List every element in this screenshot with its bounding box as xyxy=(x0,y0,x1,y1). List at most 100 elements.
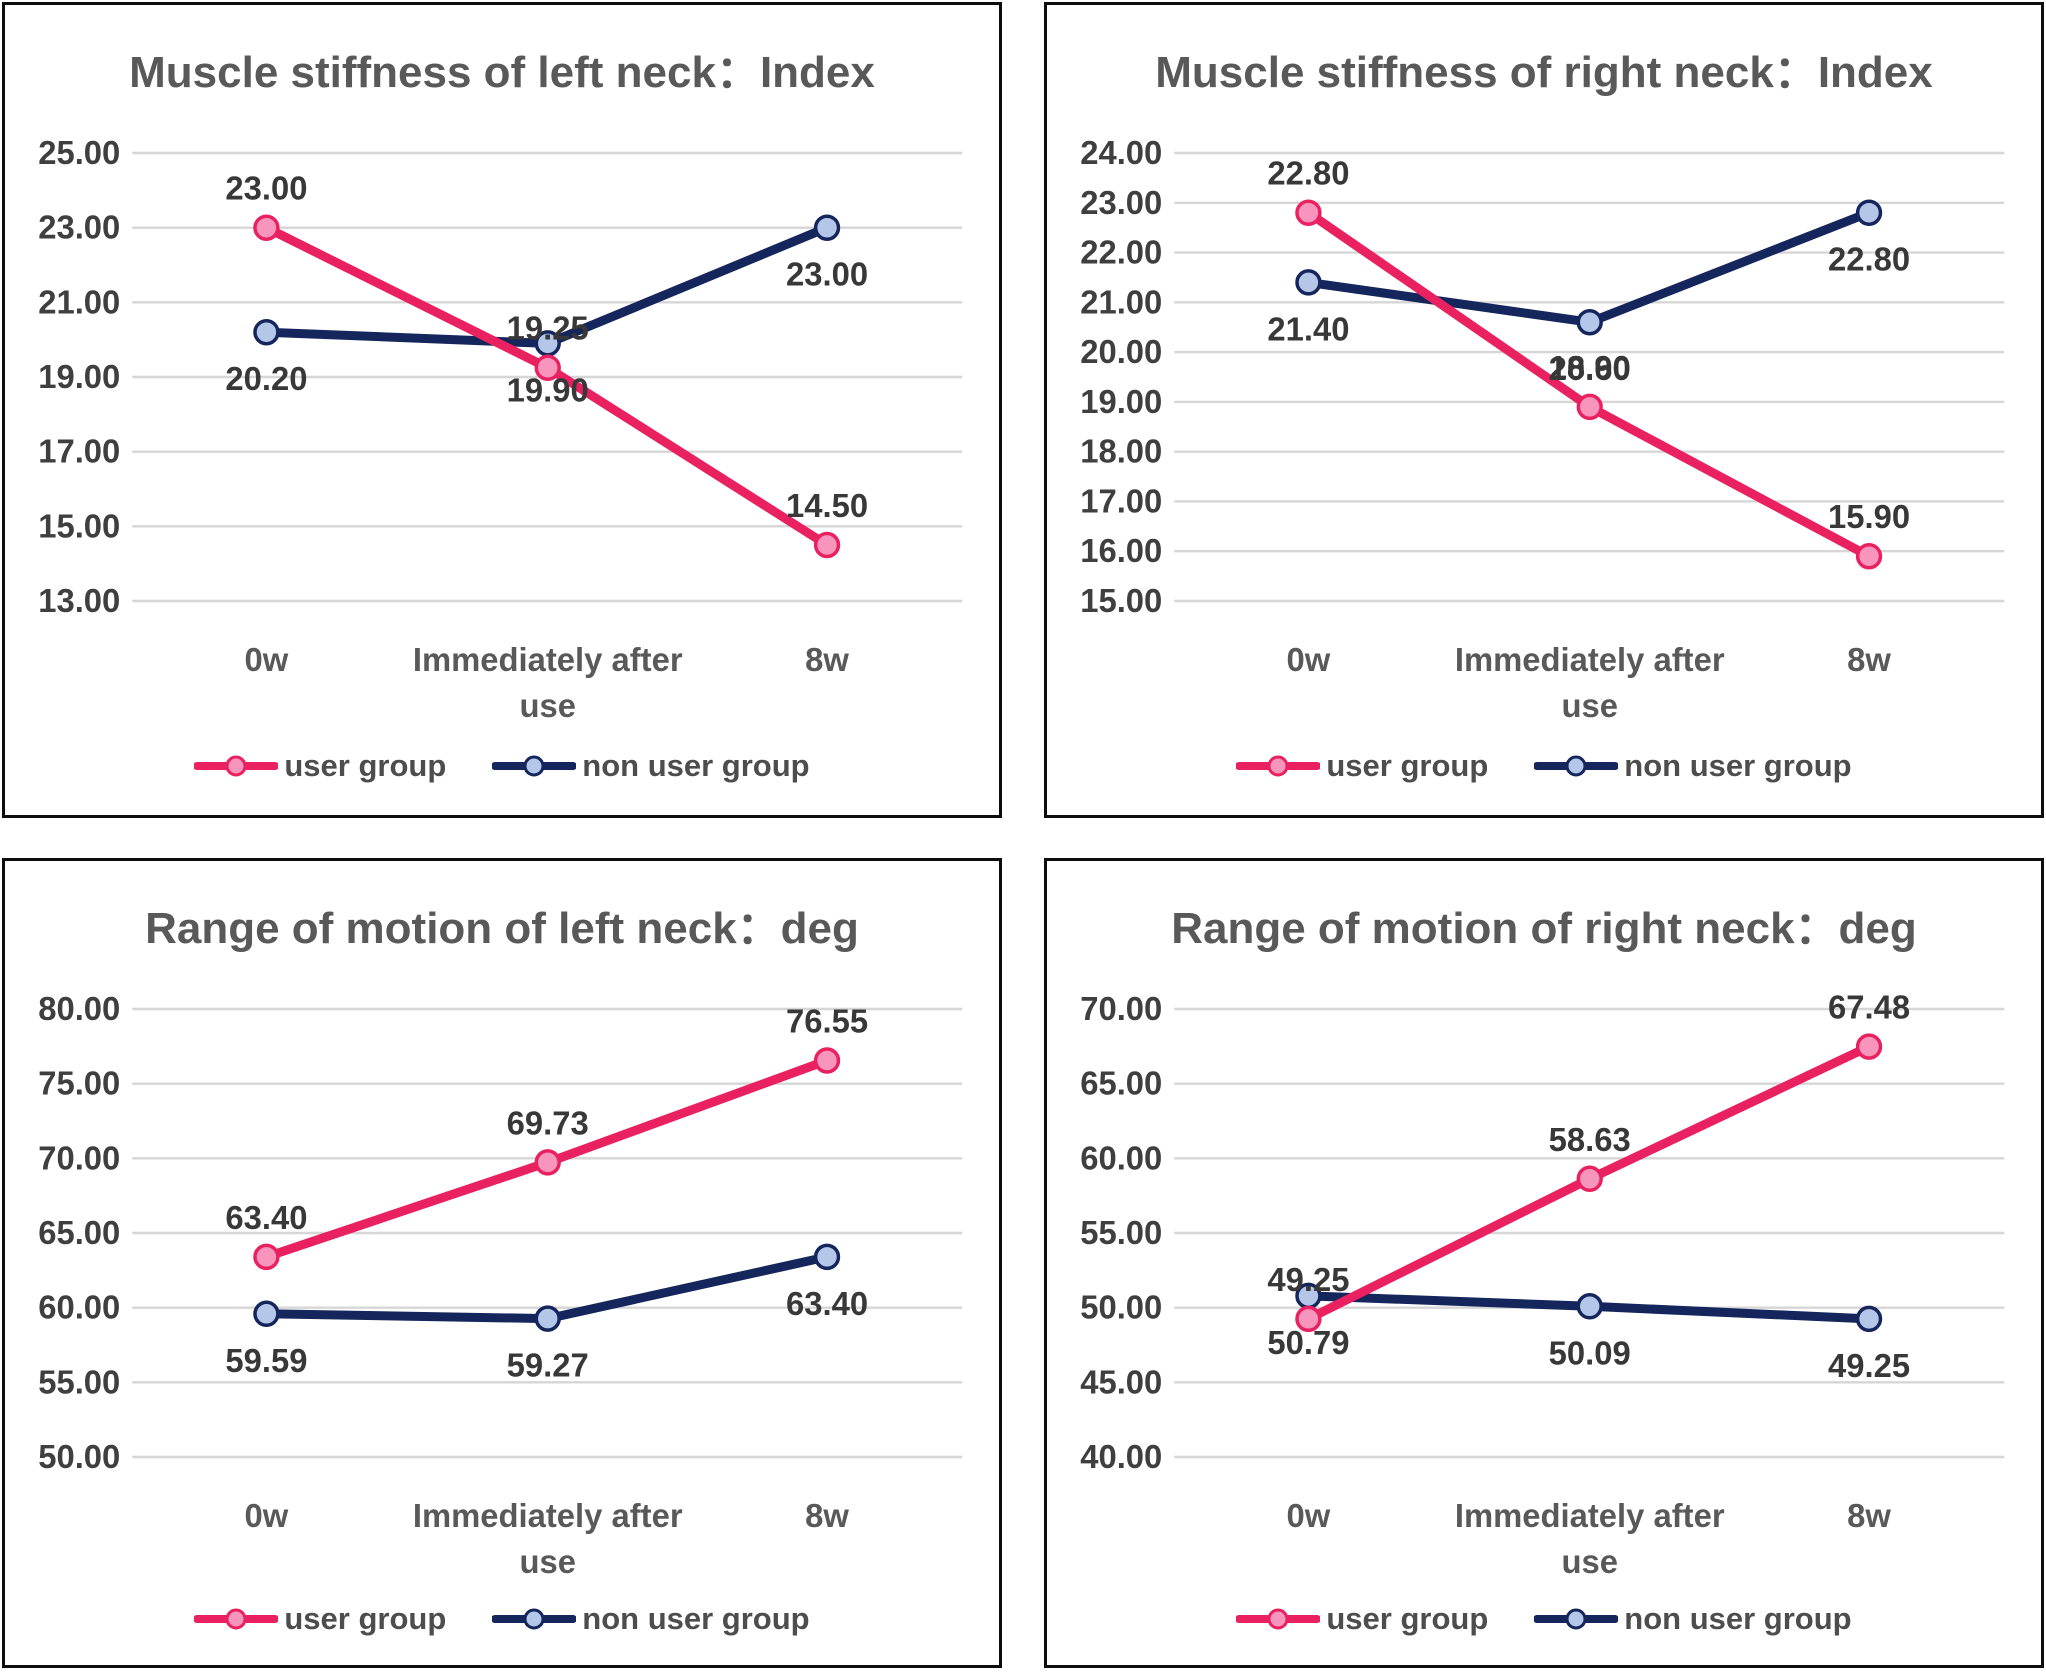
x-axis-label: Immediately after xyxy=(1455,641,1725,678)
y-tick-label: 23.00 xyxy=(1080,184,1162,221)
y-tick-label: 13.00 xyxy=(38,582,120,619)
non-user-group-legend-marker-icon xyxy=(1534,755,1619,777)
non-user-group-marker xyxy=(1576,1293,1603,1320)
data-label: 63.40 xyxy=(225,1199,307,1236)
chart-title: Muscle stiffness of right neck：Index xyxy=(1155,48,1933,97)
y-tick-label: 18.00 xyxy=(1080,433,1162,470)
data-label: 49.25 xyxy=(1267,1261,1349,1298)
y-tick-label: 17.00 xyxy=(1080,482,1162,519)
y-tick-label: 75.00 xyxy=(38,1065,120,1102)
data-label: 23.00 xyxy=(786,256,868,293)
legend-dot-icon xyxy=(523,755,545,777)
chart-legend: user group non user group xyxy=(1047,1587,2041,1665)
y-tick-label: 60.00 xyxy=(38,1289,120,1326)
x-axis-label: use xyxy=(519,687,576,724)
legend-item-non-user-group: non user group xyxy=(1534,748,1852,784)
plot-area: 70.00 65.00 60.00 55.00 50.00 45.00 40.00 49.25… xyxy=(1080,989,2005,1580)
data-label: 14.50 xyxy=(786,487,868,524)
y-tick-label: 15.00 xyxy=(38,507,120,544)
legend-dot-icon xyxy=(1565,1608,1587,1630)
chart-panel: Muscle stiffness of left neck：Index 25.00… xyxy=(2,2,1002,818)
non-user-group-legend-marker-icon xyxy=(492,1608,577,1630)
user-group-marker xyxy=(534,1149,561,1176)
legend-label: non user group xyxy=(582,1601,810,1636)
legend-dot-icon xyxy=(225,1608,247,1630)
user-group-marker xyxy=(1576,393,1603,421)
user-group-legend-marker-icon xyxy=(1236,1608,1321,1630)
legend-label: non user group xyxy=(1624,1601,1852,1636)
chart-title: Range of motion of right neck：deg xyxy=(1171,904,1917,953)
chart-legend: user group non user group xyxy=(1047,731,2041,815)
legend-dot-icon xyxy=(523,1608,545,1630)
x-axis-label: 0w xyxy=(245,1497,289,1534)
y-tick-label: 50.00 xyxy=(1080,1289,1162,1326)
user-group-marker xyxy=(253,1243,280,1271)
user-group-marker xyxy=(1855,542,1883,570)
y-tick-label: 22.00 xyxy=(1080,233,1162,270)
non-user-group-marker xyxy=(1855,1305,1883,1333)
chart-title: Muscle stiffness of left neck：Index xyxy=(129,48,875,97)
x-axis-label: use xyxy=(1561,1543,1618,1580)
user-group-marker xyxy=(1295,199,1322,226)
plot-area: 24.00 23.00 22.00 21.00 20.00 19.00 18.00 17.00… xyxy=(1080,134,2005,724)
chart-panel: Range of motion of right neck：deg 70.00 65… xyxy=(1044,858,2044,1668)
legend-dot-icon xyxy=(1267,1608,1289,1630)
legend-item-non-user-group: non user group xyxy=(1534,1601,1852,1637)
data-label: 58.63 xyxy=(1549,1121,1631,1158)
user-group-marker xyxy=(1576,1165,1603,1193)
legend-label: non user group xyxy=(582,748,810,783)
y-tick-label: 17.00 xyxy=(38,433,120,470)
non-user-group-marker xyxy=(813,1243,841,1271)
legend-label: user group xyxy=(1326,1601,1489,1636)
non-user-group-marker xyxy=(1295,269,1322,296)
non-user-group-marker xyxy=(813,214,841,241)
y-tick-label: 19.00 xyxy=(38,358,120,395)
legend-item-user-group: user group xyxy=(1236,1601,1488,1637)
user-group-marker xyxy=(1855,1033,1883,1060)
legend-item-user-group: user group xyxy=(194,748,446,784)
x-axis-label: 8w xyxy=(1847,641,1891,678)
y-tick-label: 55.00 xyxy=(38,1363,120,1400)
legend-dot-icon xyxy=(1267,755,1289,777)
y-tick-label: 20.00 xyxy=(1080,333,1162,370)
non-user-group-marker xyxy=(1855,199,1883,226)
data-label: 15.90 xyxy=(1828,498,1910,535)
user-group-legend-marker-icon xyxy=(194,1608,279,1630)
chart-legend: user group non user group xyxy=(5,1587,999,1665)
chart-panel: Range of motion of left neck：deg 80.00 75.… xyxy=(2,858,1002,1668)
non-user-group-marker xyxy=(253,318,280,346)
legend-label: user group xyxy=(284,1601,447,1636)
user-group-marker xyxy=(813,531,841,559)
y-tick-label: 55.00 xyxy=(1080,1214,1162,1251)
legend-item-non-user-group: non user group xyxy=(492,1601,810,1637)
y-tick-label: 40.00 xyxy=(1080,1438,1162,1475)
x-axis-label: Immediately after xyxy=(1455,1497,1725,1534)
chart-title: Range of motion of left neck：deg xyxy=(145,904,859,953)
chart-legend: user group non user group xyxy=(5,731,999,815)
y-tick-label: 70.00 xyxy=(1080,990,1162,1027)
legend-item-user-group: user group xyxy=(194,1601,446,1637)
y-tick-label: 60.00 xyxy=(1080,1139,1162,1176)
y-tick-label: 50.00 xyxy=(38,1438,120,1475)
x-axis-label: 0w xyxy=(245,641,289,678)
data-label: 19.90 xyxy=(507,371,589,408)
y-tick-label: 65.00 xyxy=(38,1214,120,1251)
user-group-marker xyxy=(253,214,280,241)
chart-panel: Muscle stiffness of right neck：Index 24.0… xyxy=(1044,2,2044,818)
legend-dot-icon xyxy=(1565,755,1587,777)
x-axis-label: 0w xyxy=(1287,1497,1331,1534)
x-axis-label: Immediately after xyxy=(413,1497,683,1534)
plot-area: 80.00 75.00 70.00 65.00 60.00 55.00 50.00 63.40… xyxy=(38,990,963,1580)
data-label: 50.09 xyxy=(1549,1334,1631,1371)
x-axis-label: use xyxy=(519,1543,576,1580)
y-tick-label: 24.00 xyxy=(1080,134,1162,171)
data-label: 59.59 xyxy=(225,1342,307,1379)
data-label: 67.48 xyxy=(1828,989,1910,1026)
data-label: 21.40 xyxy=(1267,310,1349,347)
y-tick-label: 70.00 xyxy=(38,1139,120,1176)
plot-area: 25.00 23.00 21.00 19.00 17.00 15.00 13.00 23.00… xyxy=(38,134,963,724)
data-label: 49.25 xyxy=(1828,1347,1910,1384)
y-tick-label: 45.00 xyxy=(1080,1363,1162,1400)
user-group-marker xyxy=(534,354,561,381)
